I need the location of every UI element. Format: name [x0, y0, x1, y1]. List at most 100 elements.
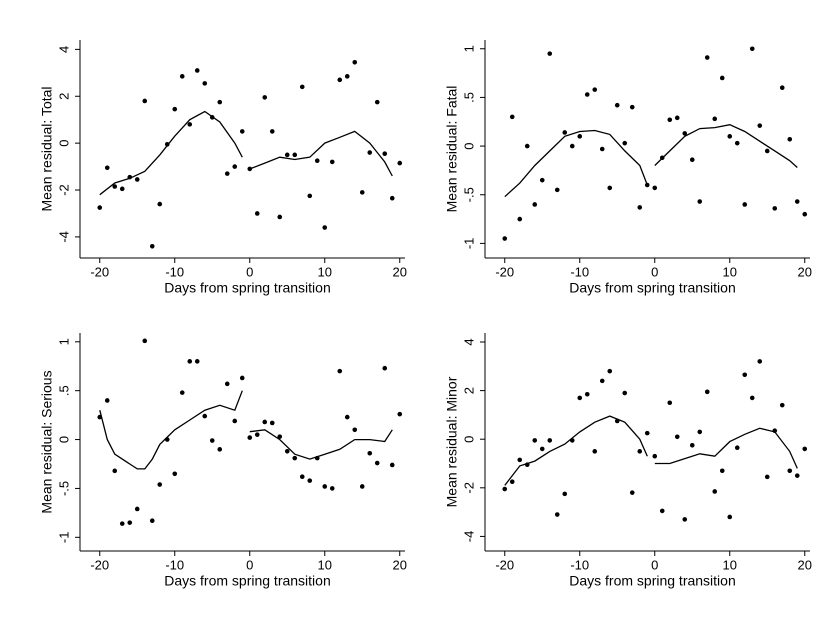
point — [599, 378, 605, 384]
fit-line — [99, 390, 243, 470]
point — [104, 398, 110, 403]
point — [119, 521, 125, 526]
point — [742, 202, 748, 207]
point — [517, 457, 523, 463]
y-axis-label: Mean residual: Total — [39, 86, 55, 211]
point — [719, 468, 725, 474]
point — [659, 508, 665, 514]
y-axis-label: Mean residual: Minor — [444, 376, 460, 507]
point — [539, 177, 545, 183]
y-tick-label: 0 — [461, 436, 476, 443]
y-tick-label: -2 — [461, 482, 476, 494]
point — [217, 99, 223, 105]
point — [239, 129, 245, 134]
point — [382, 365, 388, 371]
y-tick-label: -.5 — [56, 481, 71, 496]
point — [104, 165, 110, 171]
y-tick-label: -1 — [56, 532, 71, 544]
point — [239, 375, 245, 381]
fit-line — [99, 110, 243, 196]
point — [592, 449, 598, 454]
x-tick-label: 20 — [798, 557, 812, 572]
point — [194, 359, 200, 364]
point — [329, 159, 335, 165]
point — [217, 447, 223, 452]
point — [232, 164, 238, 169]
point — [734, 445, 740, 451]
point — [389, 462, 395, 468]
fit-line — [504, 129, 648, 198]
x-tick-label: 20 — [798, 264, 812, 279]
point — [772, 206, 778, 211]
fit-line — [249, 429, 393, 460]
point — [689, 442, 695, 448]
point — [322, 484, 328, 489]
point — [644, 430, 650, 436]
point — [127, 520, 133, 525]
point — [749, 395, 755, 401]
point — [337, 368, 343, 374]
point — [689, 157, 695, 163]
fit-line — [654, 124, 798, 168]
x-tick-label: 0 — [246, 557, 253, 572]
point — [787, 468, 793, 474]
y-tick-label: .5 — [461, 92, 476, 103]
point — [389, 195, 395, 201]
x-tick-label: -20 — [495, 557, 514, 572]
y-tick-label: 2 — [56, 93, 71, 100]
point — [374, 460, 380, 466]
point — [787, 136, 793, 142]
point — [269, 420, 275, 426]
point — [337, 77, 343, 83]
point — [232, 418, 238, 424]
y-tick-label: 2 — [461, 387, 476, 394]
point — [179, 74, 185, 79]
point — [397, 160, 403, 166]
y-tick-label: 4 — [461, 338, 476, 345]
point — [712, 489, 718, 494]
point — [749, 46, 755, 52]
point — [149, 518, 155, 523]
point — [367, 450, 373, 456]
y-tick-label: 0 — [56, 140, 71, 147]
point — [344, 74, 350, 79]
point — [397, 411, 403, 417]
point — [367, 150, 373, 155]
point — [374, 99, 380, 105]
point — [764, 148, 770, 154]
point — [277, 434, 283, 439]
fit-line — [504, 415, 648, 486]
point — [562, 130, 568, 135]
point — [757, 123, 763, 128]
point — [629, 490, 635, 495]
point — [157, 482, 163, 487]
point — [187, 359, 193, 364]
point — [652, 453, 658, 459]
point — [637, 205, 643, 210]
point — [577, 134, 583, 139]
point — [682, 517, 688, 522]
point — [299, 84, 305, 90]
point — [262, 95, 268, 100]
point — [269, 129, 275, 134]
x-tick-label: 0 — [651, 557, 658, 572]
point — [622, 390, 628, 396]
point — [254, 432, 260, 437]
point — [727, 134, 733, 139]
point — [614, 102, 620, 108]
point — [554, 512, 560, 517]
x-axis-label: Days from spring transition — [569, 573, 736, 589]
point — [802, 446, 808, 452]
point — [202, 413, 208, 419]
point — [359, 484, 365, 489]
point — [97, 205, 103, 210]
y-tick-label: 4 — [56, 46, 71, 53]
x-tick-label: -20 — [90, 557, 109, 572]
point — [652, 185, 658, 191]
point — [247, 166, 253, 172]
x-tick-label: 10 — [318, 557, 332, 572]
point — [712, 116, 718, 122]
point — [607, 185, 613, 191]
